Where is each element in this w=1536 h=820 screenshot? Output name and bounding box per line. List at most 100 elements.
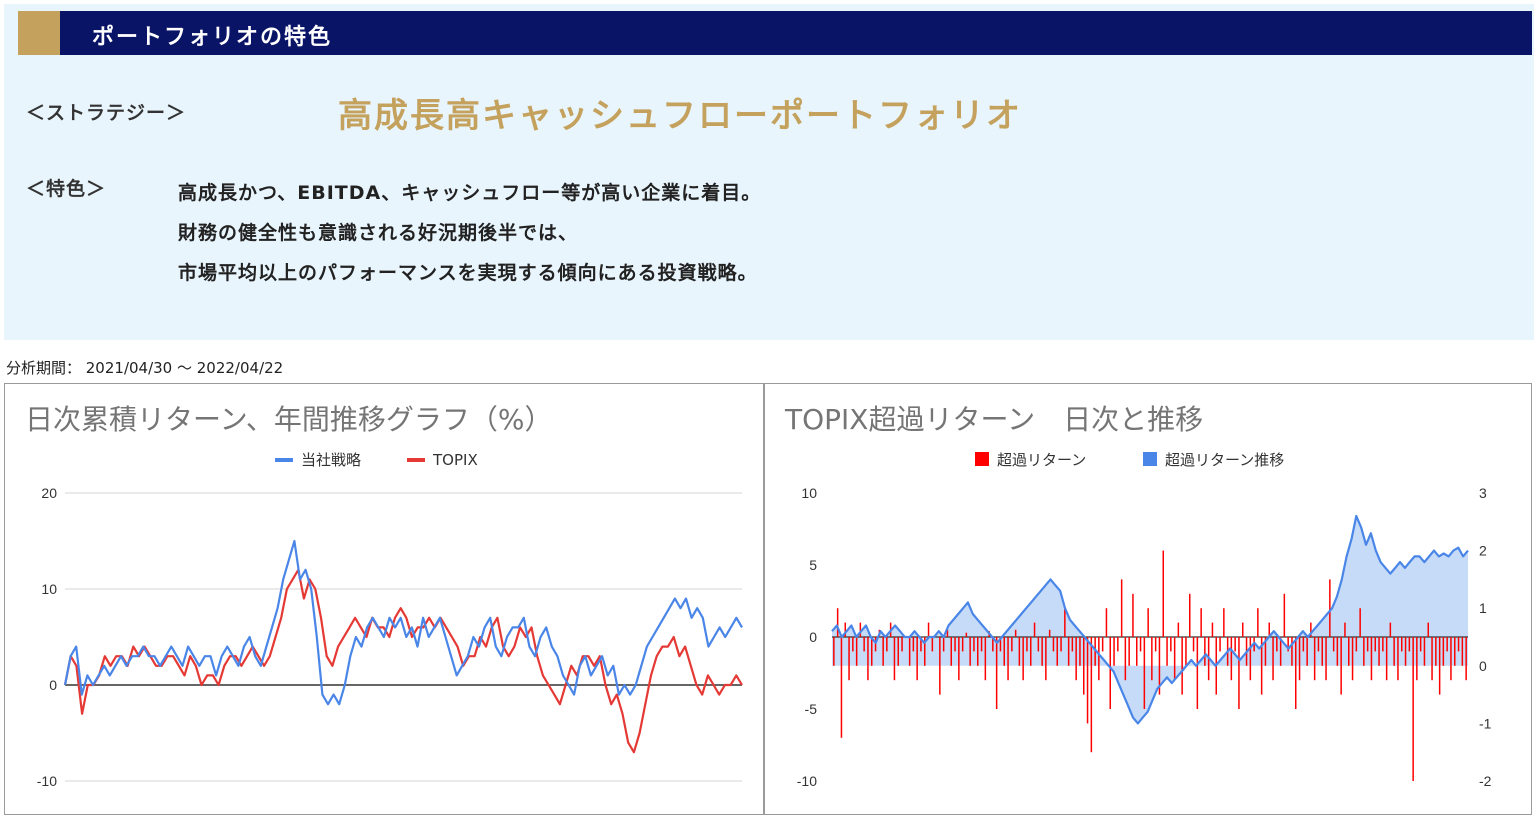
features-description: 高成長かつ、EBITDA、キャッシュフロー等が高い企業に着目。 財務の健全性も意… <box>178 173 761 293</box>
excess-return-bar <box>859 622 862 637</box>
features-label: ＜特色＞ <box>26 178 107 200</box>
excess-return-bar <box>1313 637 1316 681</box>
y-tick-label-left: -10 <box>797 773 817 789</box>
excess-return-bar <box>999 637 1002 652</box>
excess-return-bar <box>1465 637 1467 681</box>
series-line-strategy <box>63 539 743 706</box>
chart-title: 日次累積リターン、年間推移グラフ（%） <box>25 403 553 436</box>
excess-return-bar <box>1416 637 1418 681</box>
excess-return-bar <box>1170 637 1172 652</box>
excess-return-bar <box>836 608 839 637</box>
excess-return-bar <box>1260 637 1263 695</box>
excess-return-bar <box>1132 593 1134 637</box>
excess-return-bar <box>1018 637 1021 666</box>
feature-line: 市場平均以上のパフォーマンスを実現する傾向にある投資戦略。 <box>178 262 758 284</box>
excess-return-bar <box>1461 637 1464 666</box>
excess-return-bar <box>1151 637 1153 681</box>
excess-return-bar <box>1355 637 1358 652</box>
excess-return-bar <box>1192 637 1195 652</box>
excess-return-bar <box>1412 637 1414 781</box>
excess-return-bar <box>924 637 926 666</box>
excess-return-bar <box>1423 637 1426 666</box>
excess-return-bar <box>1385 637 1388 681</box>
excess-return-bar <box>1268 622 1270 637</box>
excess-return-bar <box>939 637 941 695</box>
excess-return-bar <box>1359 608 1361 637</box>
feature-line: 高成長かつ、EBITDA、キャッシュフロー等が高い企業に着目。 <box>178 182 762 204</box>
excess-return-bar <box>1189 593 1191 637</box>
strategy-label: ＜ストラテジー＞ <box>26 102 187 124</box>
excess-return-bar <box>1162 550 1164 637</box>
legend-label: 当社戦略 <box>301 451 361 469</box>
excess-return-bar <box>1329 579 1331 637</box>
excess-return-bar <box>931 637 934 652</box>
excess-return-bar <box>1321 637 1323 666</box>
excess-return-bar <box>954 637 956 652</box>
excess-return-bar <box>1306 637 1308 666</box>
excess-return-bar <box>1389 622 1392 637</box>
excess-return-bar <box>1344 622 1346 637</box>
excess-return-bar <box>1139 637 1142 652</box>
excess-return-bar <box>1033 622 1036 637</box>
excess-return-bar <box>1045 637 1047 681</box>
excess-return-bar <box>1120 579 1123 637</box>
excess-return-bar <box>995 637 998 709</box>
excess-return-bar <box>980 637 983 652</box>
excess-return-bar <box>1257 608 1259 637</box>
excess-return-bar <box>1143 637 1146 709</box>
header-accent <box>18 11 60 55</box>
excess-return-bar <box>1147 608 1149 637</box>
legend-swatch <box>407 458 425 462</box>
y-tick-label-right: -2 <box>1479 773 1492 789</box>
excess-return-bar <box>958 637 960 681</box>
excess-return-bar <box>1007 637 1009 681</box>
excess-return-bar <box>1075 637 1077 681</box>
excess-return-bar <box>1117 637 1119 652</box>
excess-return-bar <box>901 637 903 652</box>
strategy-name: 高成長高キャッシュフローポートフォリオ <box>338 96 1022 136</box>
excess-return-bar <box>977 637 979 666</box>
excess-return-bar <box>946 629 949 637</box>
excess-trend-area <box>832 516 1468 724</box>
excess-return-bar <box>1264 637 1267 666</box>
excess-return-bar <box>1083 637 1085 695</box>
excess-return-bar <box>965 632 968 637</box>
excess-return-bar <box>1393 637 1395 666</box>
excess-return-bar <box>1279 637 1282 666</box>
excess-return-bar <box>1438 637 1441 695</box>
y-tick-label-right: 0 <box>1479 658 1487 674</box>
excess-return-bar <box>1196 637 1199 709</box>
y-tick-label: 0 <box>49 677 57 693</box>
excess-return-bar <box>1052 637 1055 652</box>
excess-return-bar <box>1431 637 1433 681</box>
excess-return-bar <box>1109 637 1111 709</box>
excess-return-bar <box>1332 637 1335 652</box>
excess-return-bar <box>1310 622 1312 637</box>
legend-label: 超過リターン <box>997 451 1086 469</box>
chart-title: TOPIX超過リターン 日次と推移 <box>785 403 1204 436</box>
cumulative-return-chart: 20 10 0 -10 当社戦略 TOPIX 日次累積リターン、年間推移グラフ（%） <box>4 383 764 815</box>
excess-return-bar <box>1382 637 1384 652</box>
excess-return-bar <box>1060 637 1062 652</box>
excess-return-bar <box>1098 637 1100 681</box>
cumulative-return-svg: 20 10 0 -10 当社戦略 TOPIX <box>37 451 743 789</box>
excess-return-bar <box>1022 637 1024 681</box>
excess-return-bar <box>1105 608 1108 637</box>
excess-return-bar <box>844 622 846 637</box>
excess-return-bar <box>1158 637 1161 695</box>
excess-return-bar <box>1442 637 1445 666</box>
excess-return-bar <box>1298 637 1301 681</box>
excess-return-bar <box>920 637 922 652</box>
excess-return-bar <box>1450 637 1452 681</box>
excess-return-bar <box>1454 637 1456 666</box>
excess-return-bar <box>1003 637 1005 666</box>
excess-return-bar <box>1295 637 1297 709</box>
excess-return-bar <box>1090 637 1093 753</box>
excess-return-bar <box>1397 637 1399 681</box>
excess-return-bar <box>984 637 987 681</box>
excess-return-bar <box>942 637 945 652</box>
excess-return-bar <box>950 637 952 666</box>
excess-return-bar <box>1056 637 1058 666</box>
excess-return-bar <box>961 637 964 652</box>
y-tick-label-left: 5 <box>809 557 817 573</box>
